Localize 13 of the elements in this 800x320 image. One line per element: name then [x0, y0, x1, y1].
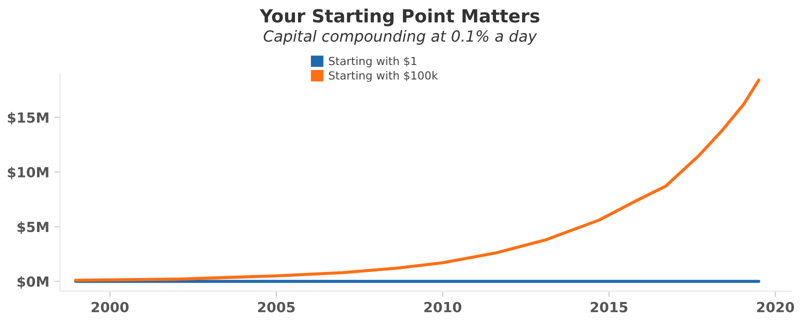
x-tick-label: 2015: [590, 302, 628, 312]
chart-title: Your Starting Point Matters: [260, 8, 540, 26]
x-tick-label: 2005: [258, 302, 295, 312]
y-tick-label: $10M: [8, 166, 48, 180]
y-tick-label: $0M: [18, 276, 48, 289]
chart-subtitle: Capital compounding at 0.1% a day: [264, 30, 538, 45]
x-tick-label: 2020: [757, 302, 794, 312]
y-tick-label: $15M: [8, 112, 48, 125]
legend-label: Starting with $100k: [328, 71, 438, 82]
x-tick-label: 2000: [92, 302, 129, 312]
x-tick-label: 2010: [424, 302, 462, 312]
legend-label: Starting with $1: [328, 56, 416, 68]
y-tick-label: $5M: [18, 221, 48, 234]
